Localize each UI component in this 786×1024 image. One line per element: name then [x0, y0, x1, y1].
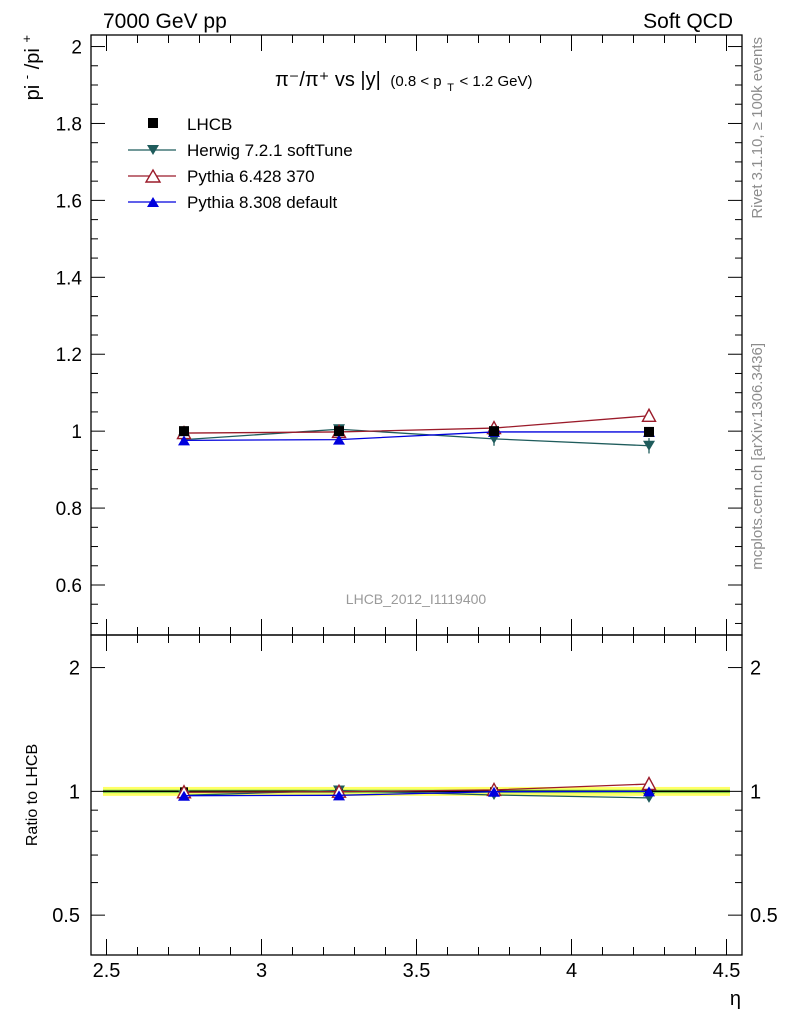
main-y-tick-label: 1	[71, 422, 82, 443]
main-title-sub-index: T	[447, 82, 454, 94]
main-panel: 0.6 0.8 1 1.2 1.4 1.6 1.8 2 π⁻/π⁺ vs |y| (0.8 <…	[14, 34, 743, 636]
ratio-y-ticks: 0.5 0.5 1 1 2 2	[52, 658, 778, 928]
main-title-main: π⁻/π⁺ vs |y|	[275, 69, 381, 91]
ratio-x-ticks: 2.5 3 3.5 4 4.5	[93, 635, 741, 982]
main-y-tick-label: 1.2	[56, 345, 82, 366]
main-y-label-main: pi	[22, 85, 44, 101]
main-y-tick-label: 1.8	[56, 114, 82, 135]
ratio-point-pythia8	[488, 786, 500, 797]
main-point-lhcb	[179, 426, 189, 437]
ratio-x-tick-label: 2.5	[93, 960, 121, 982]
header-left: 7000 GeV pp	[103, 10, 227, 33]
main-title: π⁻/π⁺ vs |y| (0.8 < p T < 1.2 GeV)	[275, 69, 532, 96]
main-x-ticks	[106, 35, 727, 635]
main-y-ticks: 0.6 0.8 1 1.2 1.4 1.6 1.8 2	[56, 38, 742, 624]
ratio-x-tick-label: 3.5	[403, 960, 431, 982]
ratio-y-tick-label: 1	[69, 781, 80, 803]
legend-label-pythia8: Pythia 8.308 default	[187, 193, 338, 212]
ratio-x-tick-label: 4	[566, 960, 577, 982]
main-y-label-sup1: -	[19, 75, 34, 79]
main-point-herwig	[643, 440, 655, 451]
ratio-x-tick-label: 4.5	[713, 960, 741, 982]
main-point-pythia8	[333, 434, 345, 445]
rivet-side-label: Rivet 3.1.10, ≥ 100k events	[749, 37, 766, 219]
ratio-point-pythia8	[333, 790, 345, 801]
main-y-tick-label: 1.4	[56, 268, 83, 289]
ratio-line-pythia8	[183, 790, 650, 797]
ratio-x-tick-label: 3	[256, 960, 267, 982]
main-title-sub: (0.8 < p	[390, 73, 441, 90]
main-y-label: pi - /pi +	[14, 35, 44, 100]
main-point-lhcb	[644, 426, 654, 437]
ratio-point-pythia8	[178, 790, 190, 801]
x-axis-label: η	[730, 988, 741, 1010]
main-y-tick-label: 0.6	[56, 576, 82, 597]
ratio-y-label: Ratio to LHCB	[24, 744, 41, 846]
legend-marker-lhcb	[148, 118, 158, 128]
legend-marker-herwig	[147, 145, 159, 155]
header-right: Soft QCD	[643, 10, 733, 33]
main-y-label-sup2: +	[19, 35, 34, 43]
main-series	[176, 407, 657, 454]
legend-label-pythia6: Pythia 6.428 370	[187, 167, 315, 186]
ratio-panel: 0.5 0.5 1 1 2 2 2.5 3 3.5 4 4.5 Ratio to LHCB η	[24, 634, 778, 1010]
main-title-sub-tail: < 1.2 GeV)	[460, 73, 533, 90]
main-point-lhcb	[489, 426, 499, 437]
main-point-lhcb	[334, 426, 344, 437]
main-line-herwig	[183, 428, 650, 447]
ratio-y-tick-label-right: 2	[750, 658, 761, 680]
main-point-pythia6	[641, 407, 657, 422]
ratio-line-herwig	[183, 789, 650, 799]
ratio-y-tick-label: 0.5	[52, 905, 80, 927]
main-y-label-mid: /pi	[22, 48, 44, 69]
legend-marker-pythia8	[147, 197, 159, 207]
analysis-watermark: LHCB_2012_I1119400	[346, 591, 487, 607]
mcplots-side-label: mcplots.cern.ch [arXiv:1306.3436]	[749, 343, 766, 570]
main-y-tick-label: 0.8	[56, 499, 82, 520]
ratio-y-tick-label-right: 0.5	[750, 905, 778, 927]
legend: LHCB Herwig 7.2.1 softTune Pythia 6.428 …	[128, 115, 353, 212]
main-line-pythia6	[183, 415, 650, 434]
ratio-y-tick-label: 2	[69, 658, 80, 680]
main-y-tick-label: 1.6	[56, 191, 82, 212]
main-line-pythia8	[183, 431, 649, 442]
ratio-line-pythia6	[183, 783, 650, 793]
ratio-point-pythia8	[643, 786, 655, 797]
main-point-pythia8	[178, 435, 190, 446]
legend-label-herwig: Herwig 7.2.1 softTune	[187, 141, 353, 160]
ratio-series	[176, 776, 657, 803]
ratio-y-tick-label-right: 1	[750, 781, 761, 803]
main-y-tick-label: 2	[71, 38, 82, 59]
legend-marker-pythia6	[144, 168, 162, 183]
legend-label-lhcb: LHCB	[187, 115, 232, 134]
